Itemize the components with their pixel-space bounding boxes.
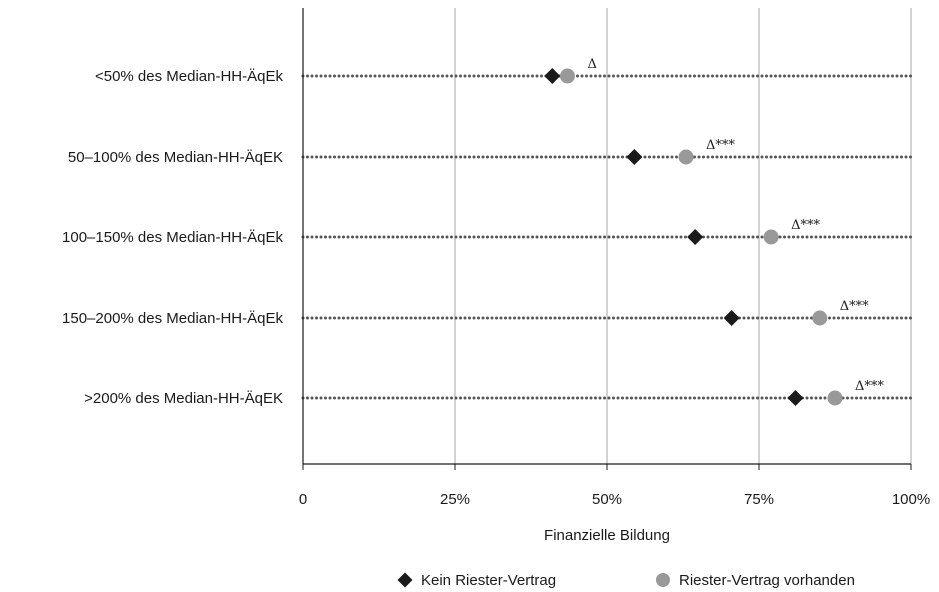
circle-marker	[812, 310, 828, 326]
x-tick-label: 100%	[892, 491, 930, 508]
legend-item: Riester-Vertrag vorhanden	[656, 572, 855, 589]
diamond-marker	[723, 310, 740, 326]
circle-marker	[827, 390, 843, 406]
category-label: <50% des Median-HH-ÄqEk	[95, 68, 284, 85]
diamond-marker	[544, 68, 561, 84]
category-rows: <50% des Median-HH-ÄqEk Δ 50–100% des Medi…	[62, 57, 913, 407]
diamond-marker	[687, 229, 704, 245]
circle-marker	[559, 68, 575, 84]
x-tick-label: 25%	[440, 491, 470, 508]
category-row: >200% des Median-HH-ÄqEK Δ***	[84, 379, 913, 407]
x-tick-label: 50%	[592, 491, 622, 508]
legend: Kein Riester-Vertrag Riester-Vertrag vorh…	[397, 572, 855, 589]
significance-annotation: Δ	[587, 57, 596, 72]
category-label: >200% des Median-HH-ÄqEK	[84, 390, 283, 407]
category-label: 50–100% des Median-HH-ÄqEK	[68, 149, 283, 166]
legend-item: Kein Riester-Vertrag	[397, 572, 556, 589]
legend-label: Riester-Vertrag vorhanden	[679, 572, 855, 589]
significance-annotation: Δ***	[791, 218, 820, 233]
circle-marker	[678, 149, 694, 165]
circle-marker	[763, 229, 779, 245]
legend-circle-icon	[656, 573, 670, 587]
significance-annotation: Δ***	[840, 299, 869, 314]
diamond-marker	[626, 149, 643, 165]
x-tick-label: 75%	[744, 491, 774, 508]
legend-diamond-icon	[397, 572, 413, 588]
category-label: 100–150% des Median-HH-ÄqEk	[62, 229, 283, 246]
significance-annotation: Δ***	[706, 138, 735, 153]
category-row: <50% des Median-HH-ÄqEk Δ	[95, 57, 913, 85]
axes: 0 25% 50% 75% 100%	[299, 8, 930, 508]
category-row: 100–150% des Median-HH-ÄqEk Δ***	[62, 218, 913, 246]
diamond-marker	[787, 390, 804, 406]
x-tick-label: 0	[299, 491, 307, 508]
category-label: 150–200% des Median-HH-ÄqEk	[62, 310, 283, 327]
x-axis-title: Finanzielle Bildung	[544, 527, 670, 544]
category-row: 50–100% des Median-HH-ÄqEK Δ***	[68, 138, 913, 166]
legend-label: Kein Riester-Vertrag	[421, 572, 556, 589]
significance-annotation: Δ***	[855, 379, 884, 394]
category-row: 150–200% des Median-HH-ÄqEk Δ***	[62, 299, 913, 327]
